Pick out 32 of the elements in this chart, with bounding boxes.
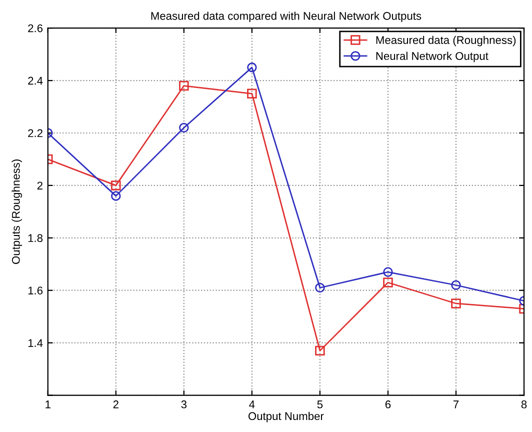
x-tick-label: 4 bbox=[249, 400, 255, 408]
y-tick-label: 2 bbox=[37, 182, 42, 190]
x-tick-label: 1 bbox=[46, 400, 50, 408]
x-tick-label: 3 bbox=[181, 400, 187, 408]
y-tick-label: 2.6 bbox=[28, 24, 43, 32]
y-axis-title: Outputs (Roughness) bbox=[12, 160, 22, 264]
point bbox=[451, 280, 461, 290]
x-axis-title: Output Number bbox=[248, 412, 324, 422]
point bbox=[247, 88, 257, 99]
x-tick-label: 8 bbox=[521, 400, 527, 408]
y-tick-label: 1.8 bbox=[28, 234, 43, 242]
y-tick-label: 1.4 bbox=[28, 339, 43, 347]
point bbox=[247, 62, 257, 72]
point bbox=[111, 180, 121, 190]
y-tick-label: 2.4 bbox=[28, 76, 43, 85]
x-tick-label: 2 bbox=[113, 400, 118, 408]
point bbox=[383, 267, 393, 277]
x-tick-label: 5 bbox=[317, 400, 323, 408]
legend-label: Neural Network Output bbox=[376, 52, 488, 62]
point bbox=[315, 282, 325, 293]
x-tick-label: 6 bbox=[385, 400, 391, 408]
chart-title: Measured data compared with Neural Network Outputs bbox=[151, 12, 422, 22]
point bbox=[383, 278, 393, 288]
point bbox=[179, 122, 189, 133]
y-tick-label: 1.6 bbox=[28, 286, 43, 294]
point bbox=[315, 346, 325, 356]
x-tick-label: 7 bbox=[453, 400, 459, 408]
legend-label: Measured data (Roughness) bbox=[376, 36, 516, 46]
point bbox=[111, 191, 121, 201]
point bbox=[451, 298, 461, 308]
point bbox=[179, 80, 189, 91]
y-tick-label: 2.2 bbox=[28, 129, 42, 138]
